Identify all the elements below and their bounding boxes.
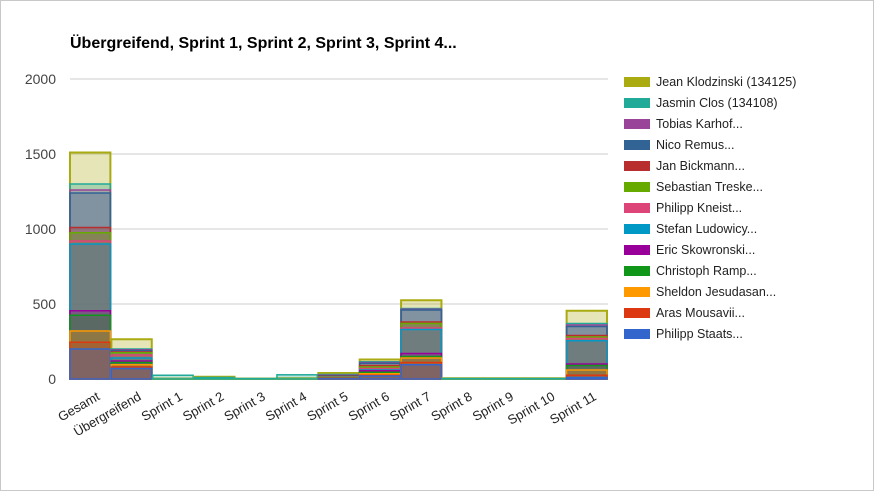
y-tick-label: 1000 (25, 221, 56, 237)
legend-swatch (624, 203, 650, 213)
legend-item[interactable]: Jan Bickmann... (624, 158, 864, 179)
legend-item[interactable]: Sheldon Jesudasan... (624, 284, 864, 305)
legend-label: Stefan Ludowicy... (656, 222, 758, 236)
bar-segment (69, 232, 112, 380)
legend-swatch (624, 245, 650, 255)
bar-segment (110, 367, 153, 380)
bar-segment (400, 364, 443, 380)
bar-segment (110, 338, 153, 380)
legend-label: Philipp Kneist... (656, 201, 743, 215)
legend-label: Sheldon Jesudasan... (656, 285, 777, 299)
legend-item[interactable]: Jean Klodzinski (134125) (624, 74, 864, 95)
legend-item[interactable]: Stefan Ludowicy... (624, 221, 864, 242)
bar-segment (152, 374, 194, 380)
legend-label: Tobias Karhof... (656, 117, 743, 131)
legend-swatch (624, 308, 650, 318)
legend-swatch (624, 140, 650, 150)
y-tick-label: 500 (33, 296, 57, 312)
bar-segment (565, 376, 608, 380)
legend-item[interactable]: Philipp Staats... (624, 326, 864, 347)
legend-item[interactable]: Eric Skowronski... (624, 242, 864, 263)
bar-segment (276, 374, 319, 380)
x-tick-label: Sprint 1 (139, 389, 185, 424)
legend-label: Jan Bickmann... (656, 159, 745, 173)
legend-swatch (624, 77, 650, 87)
x-tick-label: Sprint 7 (387, 389, 433, 424)
x-tick-label: Sprint 4 (263, 389, 309, 424)
x-tick-label: Sprint 5 (304, 389, 350, 424)
legend-swatch (624, 182, 650, 192)
bar-segment (193, 376, 236, 380)
legend-swatch (624, 119, 650, 129)
x-tick-label: Sprint 3 (221, 389, 267, 424)
legend-label: Jean Klodzinski (134125) (656, 75, 797, 89)
bar-segment (69, 192, 112, 380)
legend: Jean Klodzinski (134125) Jasmin Clos (134… (624, 74, 864, 347)
legend-label: Eric Skowronski... (656, 243, 756, 257)
legend-item[interactable]: Sebastian Treske... (624, 179, 864, 200)
x-tick-label: Sprint 11 (547, 389, 599, 428)
bar-segment (400, 307, 443, 380)
y-tick-label: 1500 (25, 146, 56, 162)
legend-item[interactable]: Tobias Karhof... (624, 116, 864, 137)
legend-item[interactable]: Philipp Kneist... (624, 200, 864, 221)
y-tick-label: 0 (48, 371, 56, 387)
bar-segment (358, 375, 401, 380)
x-tick-label: Sprint 8 (428, 389, 474, 424)
y-tick-label: 2000 (25, 71, 56, 87)
legend-label: Aras Mousavii... (656, 306, 745, 320)
legend-label: Jasmin Clos (134108) (656, 96, 778, 110)
legend-label: Philipp Staats... (656, 327, 743, 341)
legend-label: Nico Remus... (656, 138, 735, 152)
x-tick-label: Sprint 6 (346, 389, 392, 424)
legend-swatch (624, 161, 650, 171)
bar-segment (69, 183, 112, 380)
bar-segment (565, 309, 608, 380)
legend-item[interactable]: Nico Remus... (624, 137, 864, 158)
legend-item[interactable]: Christoph Ramp... (624, 263, 864, 284)
bar-segment (69, 348, 112, 380)
legend-item[interactable]: Jasmin Clos (134108) (624, 95, 864, 116)
chart-title: Übergreifend, Sprint 1, Sprint 2, Sprint… (70, 35, 457, 52)
legend-label: Christoph Ramp... (656, 264, 757, 278)
legend-swatch (624, 287, 650, 297)
legend-swatch (624, 266, 650, 276)
bar-segment (400, 321, 443, 380)
legend-swatch (624, 329, 650, 339)
legend-item[interactable]: Aras Mousavii... (624, 305, 864, 326)
legend-label: Sebastian Treske... (656, 180, 764, 194)
bar-segment (565, 340, 608, 380)
x-tick-label: Sprint 10 (505, 389, 558, 428)
x-tick-label: Sprint 2 (180, 389, 226, 424)
legend-swatch (624, 98, 650, 108)
legend-swatch (624, 224, 650, 234)
